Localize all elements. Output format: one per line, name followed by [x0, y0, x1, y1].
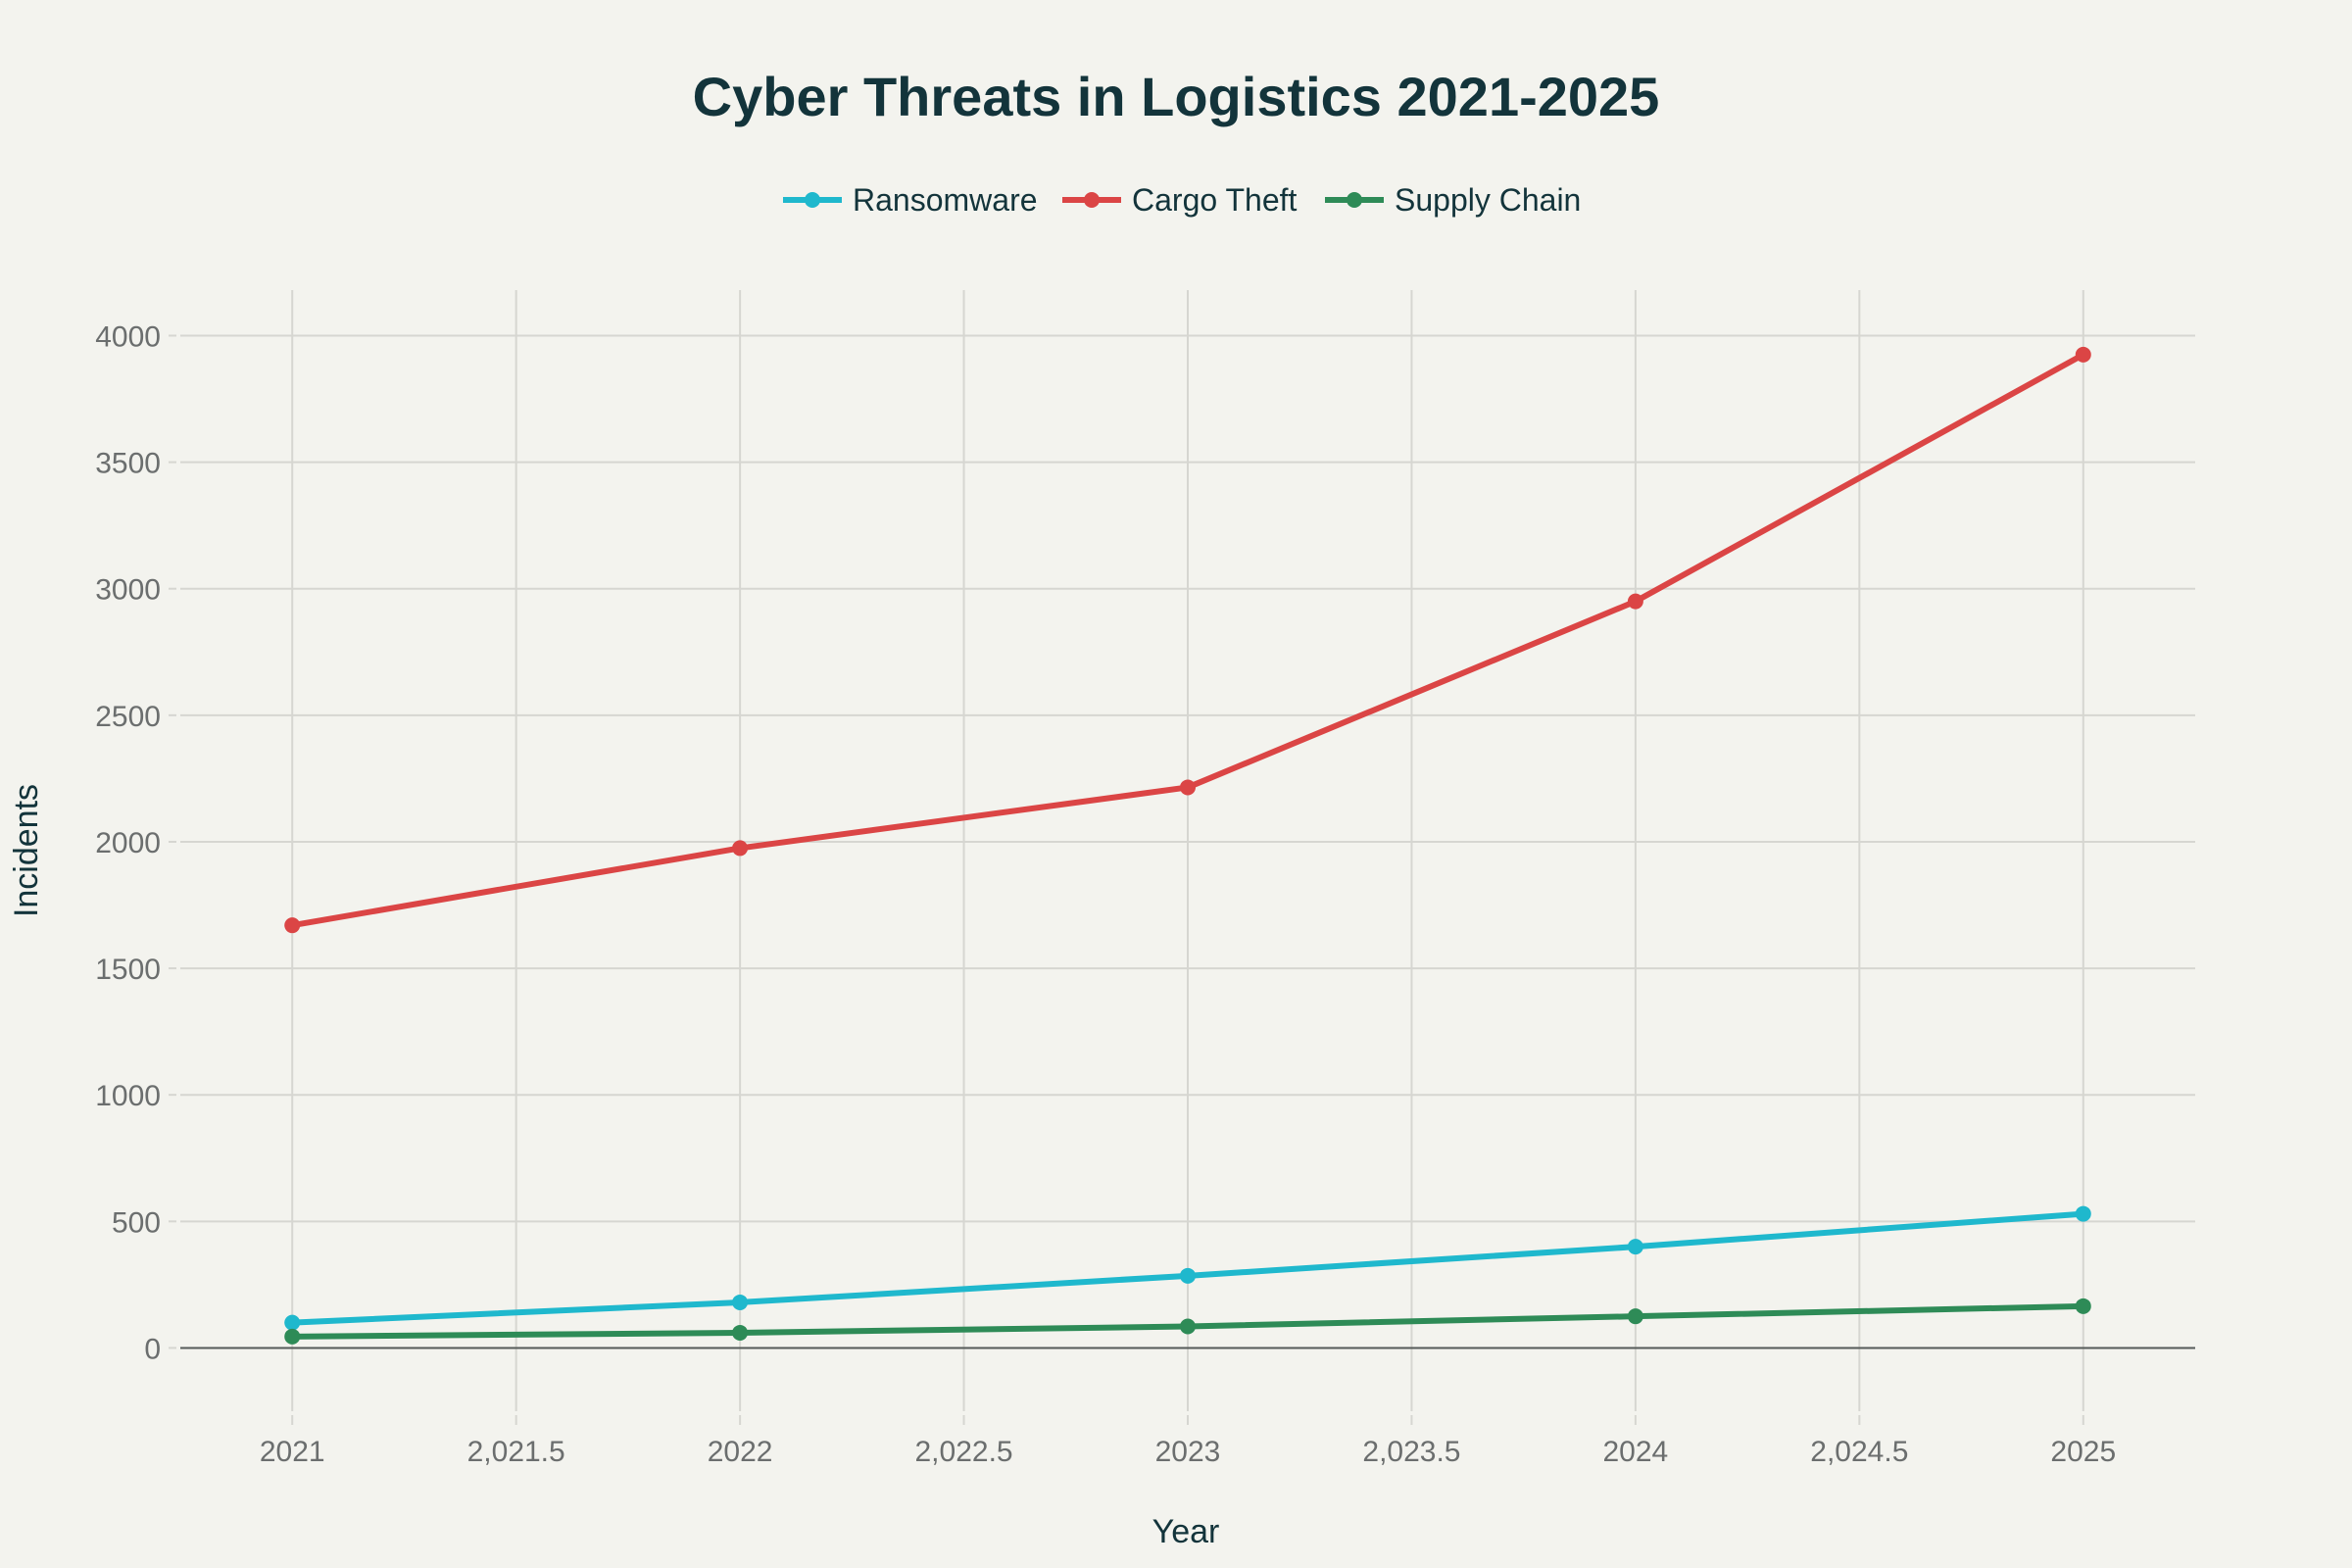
- y-tick-label: 3000: [95, 574, 161, 607]
- x-tick-label: 2024: [1603, 1436, 1669, 1468]
- legend-swatch-marker: [1084, 192, 1100, 208]
- data-point-supply-chain[interactable]: [1180, 1318, 1196, 1335]
- legend-item-ransomware[interactable]: Ransomware: [783, 182, 1038, 218]
- y-tick-label: 1000: [95, 1080, 161, 1112]
- x-tick-label: 2025: [2050, 1436, 2116, 1468]
- data-point-cargo-theft[interactable]: [284, 917, 301, 934]
- series-supply-chain: [284, 1298, 2091, 1345]
- legend-swatch-marker: [1347, 192, 1362, 208]
- y-tick-label: 1500: [95, 954, 161, 986]
- y-tick-label: 3500: [95, 448, 161, 480]
- y-tick-label: 4000: [95, 320, 161, 353]
- data-point-ransomware[interactable]: [2075, 1205, 2091, 1222]
- x-tick-label: 2,022.5: [915, 1436, 1013, 1468]
- legend-item-cargo-theft[interactable]: Cargo Theft: [1062, 182, 1298, 218]
- x-tick-label: 2,021.5: [467, 1436, 565, 1468]
- data-point-cargo-theft[interactable]: [732, 840, 749, 857]
- data-point-cargo-theft[interactable]: [1180, 779, 1196, 796]
- data-point-ransomware[interactable]: [1627, 1239, 1643, 1255]
- x-tick-label: 2,023.5: [1362, 1436, 1460, 1468]
- y-axis-title: Incidents: [8, 784, 45, 917]
- legend-label: Supply Chain: [1395, 182, 1581, 218]
- x-tick-label: 2021: [260, 1436, 325, 1468]
- x-tick-label: 2022: [708, 1436, 773, 1468]
- data-point-ransomware[interactable]: [1180, 1267, 1196, 1284]
- x-tick-label: 2023: [1155, 1436, 1221, 1468]
- y-tick-label: 0: [144, 1333, 161, 1365]
- data-point-cargo-theft[interactable]: [1627, 593, 1643, 610]
- legend-swatch-marker: [805, 192, 820, 208]
- legend: Ransomware Cargo Theft Supply Chain: [783, 182, 1581, 218]
- series-lines: [284, 346, 2091, 1345]
- series-ransomware: [284, 1205, 2091, 1331]
- legend-item-supply-chain[interactable]: Supply Chain: [1325, 182, 1581, 218]
- series-cargo-theft: [284, 346, 2091, 934]
- data-point-supply-chain[interactable]: [1627, 1308, 1643, 1325]
- x-axis-title: Year: [1152, 1513, 1220, 1550]
- x-tick-label: 2,024.5: [1810, 1436, 1908, 1468]
- y-tick-label: 500: [112, 1206, 161, 1239]
- data-point-supply-chain[interactable]: [284, 1328, 301, 1345]
- data-point-cargo-theft[interactable]: [2075, 346, 2091, 363]
- legend-label: Cargo Theft: [1132, 182, 1298, 218]
- data-point-supply-chain[interactable]: [732, 1324, 749, 1341]
- data-point-ransomware[interactable]: [284, 1314, 301, 1331]
- y-tick-label: 2000: [95, 827, 161, 859]
- data-point-supply-chain[interactable]: [2075, 1298, 2091, 1314]
- chart-title: Cyber Threats in Logistics 2021-2025: [693, 66, 1660, 127]
- axes: 0 500 1000 1500 2000 2500 3000 3500 4000 2021 2,02…: [95, 320, 2195, 1468]
- legend-label: Ransomware: [853, 182, 1038, 218]
- data-point-ransomware[interactable]: [732, 1294, 749, 1310]
- y-tick-label: 2500: [95, 701, 161, 733]
